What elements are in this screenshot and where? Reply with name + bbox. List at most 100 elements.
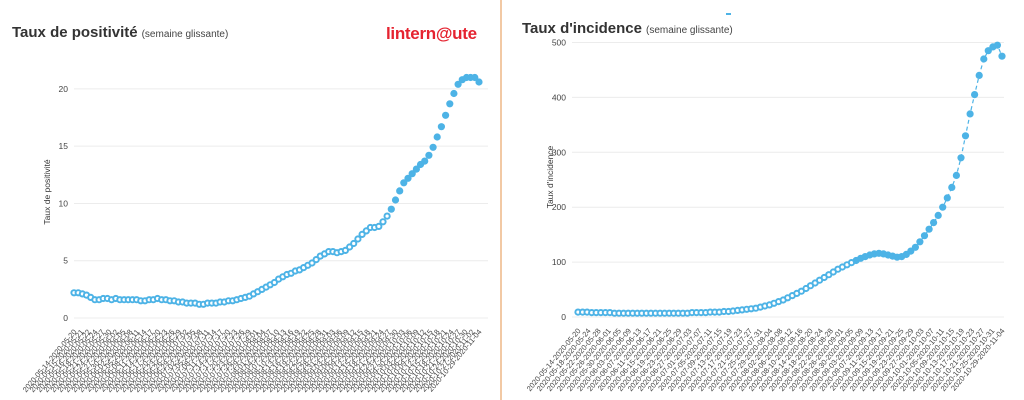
y-tick-label: 200 [552, 202, 566, 212]
data-point-center [817, 278, 822, 282]
data-point-center [343, 248, 348, 253]
data-point-center [813, 281, 817, 285]
data-point-center [247, 294, 252, 298]
data-point-center [608, 310, 612, 315]
data-point [391, 196, 400, 204]
data-point-center [617, 311, 621, 315]
data-point [396, 187, 404, 195]
data-point [925, 225, 933, 233]
data-point [429, 143, 437, 151]
data-point-center [704, 310, 708, 315]
data-point-center [827, 273, 831, 277]
data-point [412, 165, 420, 173]
data-point-center [740, 308, 744, 312]
data-point-center [772, 301, 776, 305]
data-point-center [356, 237, 360, 241]
series-line [578, 44, 1003, 314]
data-point-center [662, 311, 667, 315]
data-point-center [717, 310, 721, 314]
data-point-center [631, 311, 635, 315]
y-tick-label: 400 [552, 92, 566, 102]
data-point-center [690, 310, 694, 315]
data-point-center [790, 293, 794, 298]
chart-title: Taux de positivité (semaine glissante) [12, 24, 228, 41]
data-point-center [840, 265, 845, 269]
chart-subtitle: (semaine glissante) [646, 25, 733, 36]
data-point [433, 133, 441, 141]
data-point-center [347, 245, 352, 249]
data-point-center [626, 311, 630, 315]
y-tick-label: 100 [552, 257, 566, 267]
data-point-center [360, 232, 364, 237]
data-point-center [281, 275, 285, 279]
chart-subtitle: (semaine glissante) [141, 29, 229, 40]
data-point-center [322, 252, 327, 256]
y-axis-label: Taux d'incidence [545, 145, 555, 208]
data-point-center [754, 306, 758, 310]
data-point-center [681, 311, 685, 315]
data-point [450, 89, 458, 98]
data-point [387, 205, 395, 213]
data-point-center [306, 263, 310, 267]
data-point-center [699, 310, 703, 315]
data-point-center [272, 280, 277, 285]
data-point-center [845, 263, 849, 267]
data-point-center [580, 310, 585, 314]
data-point [442, 111, 450, 119]
data-point-center [822, 275, 826, 280]
data-point-center [731, 309, 735, 313]
data-point-center [694, 310, 699, 315]
chart-title: Taux d'incidence (semaine glissante) [522, 20, 733, 37]
data-point-center [585, 310, 589, 314]
data-point-center [799, 289, 804, 293]
data-point-center [603, 310, 608, 315]
data-point-center [749, 307, 753, 311]
y-tick-label: 15 [59, 141, 69, 151]
data-point-center [831, 270, 835, 274]
data-point-center [385, 214, 389, 218]
data-point-center [318, 254, 322, 258]
data-point-center [758, 305, 763, 309]
data-point-center [653, 311, 658, 315]
data-point-center [364, 229, 368, 233]
data-point [939, 203, 947, 211]
data-point [993, 41, 1001, 49]
data-point-center [763, 304, 767, 308]
y-tick-label: 0 [63, 313, 68, 323]
data-point [916, 238, 924, 246]
data-point-center [786, 296, 790, 300]
data-point-center [84, 293, 89, 297]
data-point [437, 123, 445, 131]
data-point [408, 170, 416, 178]
data-point-center [289, 271, 293, 275]
data-point-center [264, 285, 268, 289]
data-point-center [658, 311, 662, 315]
linternaute-logo: lintern@ute [386, 24, 477, 43]
data-point-center [672, 311, 676, 315]
data-point-center [635, 311, 639, 315]
y-tick-label: 300 [552, 147, 566, 157]
data-point-center [808, 284, 813, 288]
data-point-center [576, 310, 580, 314]
data-point-center [849, 260, 854, 265]
data-point [980, 55, 988, 63]
data-point-center [804, 286, 808, 291]
chart-title-text: Taux d'incidence [522, 20, 642, 37]
data-point-center [590, 310, 594, 315]
chart-title-text: Taux de positivité [12, 24, 138, 41]
data-point-center [644, 311, 649, 315]
data-point-center [836, 267, 840, 271]
data-point-center [276, 277, 281, 281]
y-axis-label: Taux de positivité [42, 159, 52, 224]
data-point-center [612, 311, 617, 315]
data-point [454, 80, 462, 88]
data-point-center [251, 292, 256, 296]
data-point-center [685, 311, 690, 315]
data-point [961, 132, 970, 140]
data-point-center [89, 295, 93, 300]
data-point-center [621, 311, 626, 315]
data-point [930, 219, 938, 227]
data-point-center [377, 224, 381, 229]
data-point [998, 52, 1006, 60]
